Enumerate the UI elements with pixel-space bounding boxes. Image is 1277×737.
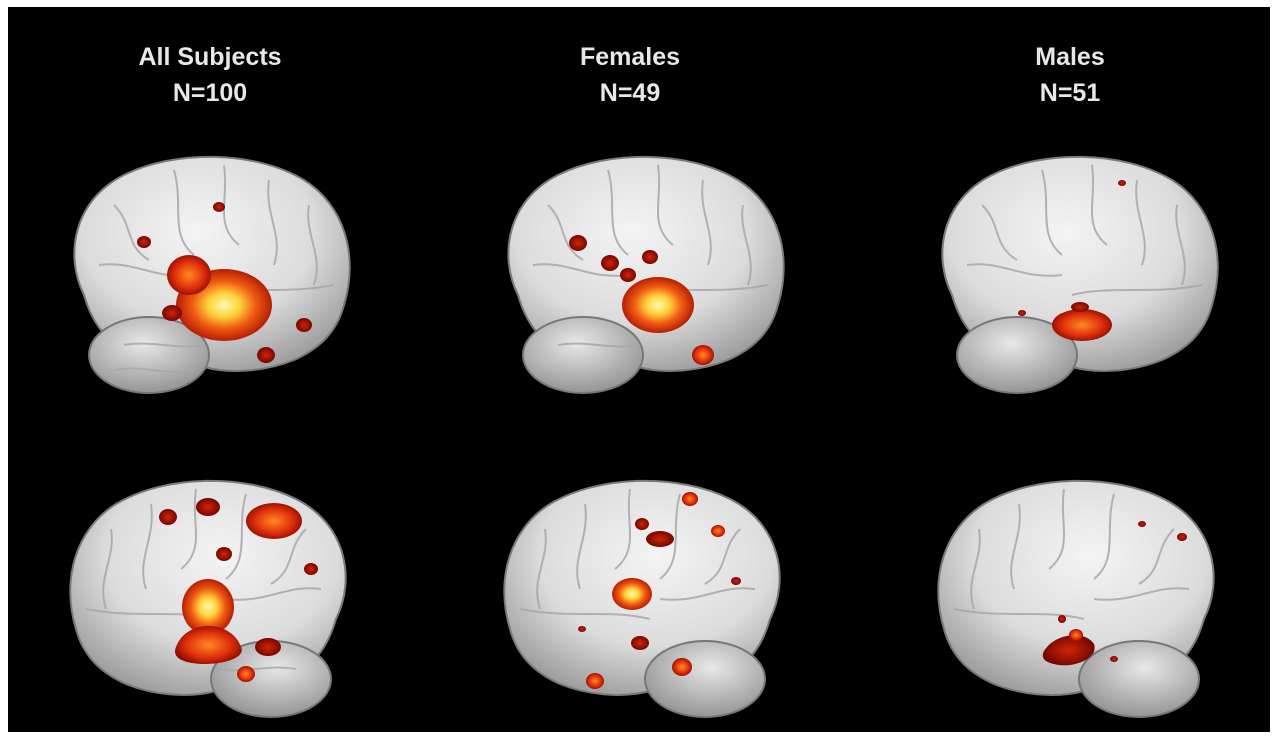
figure-panel: All Subjects N=100 Females N=49 Males N=…	[8, 7, 1270, 732]
column-count: N=51	[1039, 79, 1101, 107]
column-header-all-subjects: All Subjects N=100	[60, 39, 360, 111]
brain-right-lateral-icon	[69, 479, 347, 718]
brain-right-lateral-icon	[937, 479, 1215, 718]
brain-left-lateral-icon	[73, 155, 351, 394]
brain-males-left	[922, 145, 1232, 405]
column-title: Females	[579, 43, 681, 71]
brain-all-subjects-right	[56, 469, 366, 729]
column-title: All Subjects	[138, 43, 282, 71]
column-title: Males	[1035, 43, 1105, 71]
column-count: N=100	[172, 79, 248, 107]
brain-all-subjects-left	[54, 145, 364, 405]
column-header-females: Females N=49	[480, 39, 780, 111]
column-header-males: Males N=51	[920, 39, 1220, 111]
column-count: N=49	[599, 79, 661, 107]
brain-left-lateral-icon	[507, 155, 785, 394]
brain-right-lateral-icon	[503, 479, 781, 718]
brain-females-right	[490, 469, 800, 729]
brain-left-lateral-icon	[941, 155, 1219, 394]
brain-males-right	[924, 469, 1234, 729]
brain-females-left	[488, 145, 798, 405]
